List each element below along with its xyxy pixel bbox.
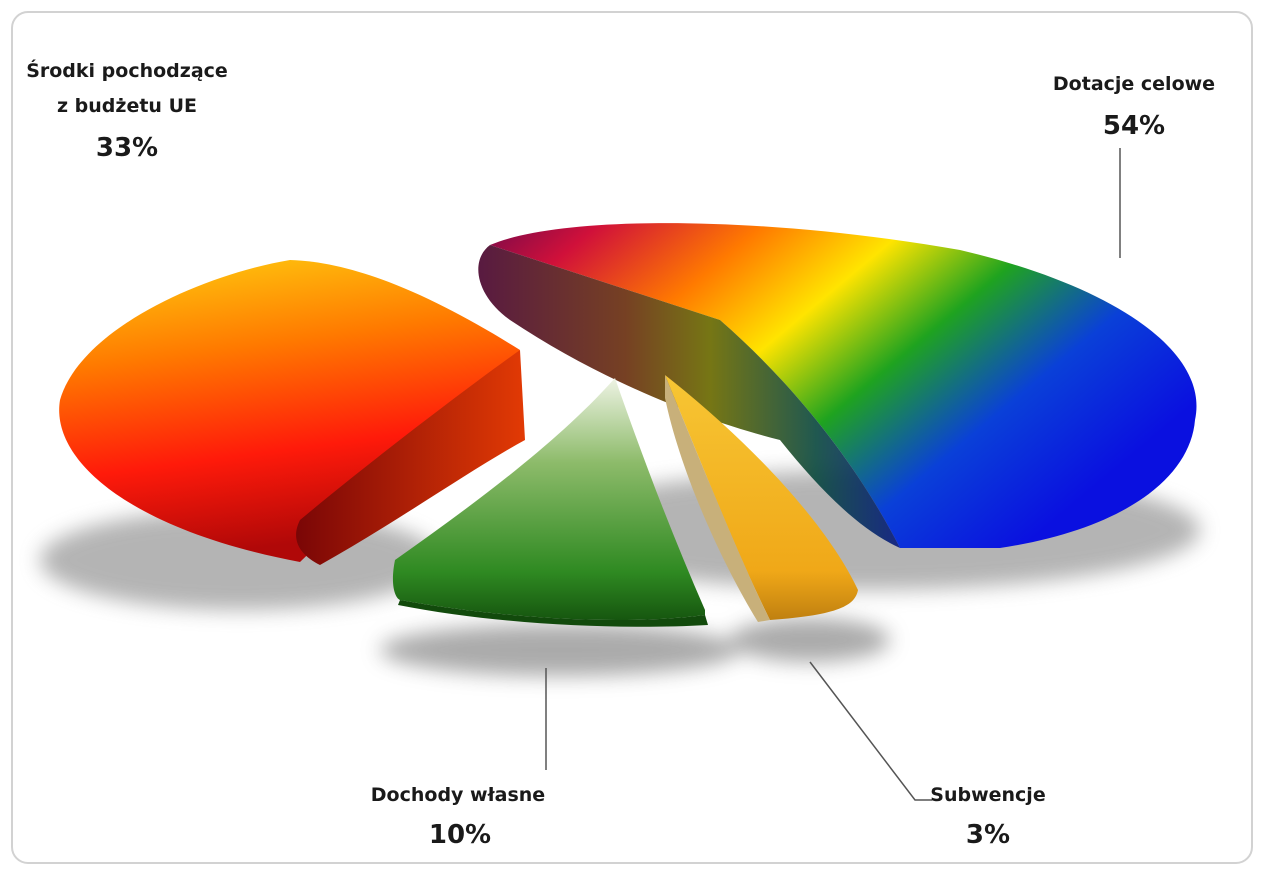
label-percent: 3% bbox=[966, 820, 1010, 850]
label-name-line: Subwencje bbox=[930, 784, 1045, 806]
label-name-line: z budżetu UE bbox=[57, 95, 197, 117]
label-name-line: Środki pochodzące bbox=[26, 58, 228, 82]
label-percent: 54% bbox=[1103, 111, 1165, 141]
label-percent: 33% bbox=[96, 133, 158, 163]
label-percent: 10% bbox=[429, 820, 491, 850]
label-name-line: Dochody własne bbox=[371, 784, 545, 806]
label-name-line: Dotacje celowe bbox=[1053, 73, 1215, 95]
